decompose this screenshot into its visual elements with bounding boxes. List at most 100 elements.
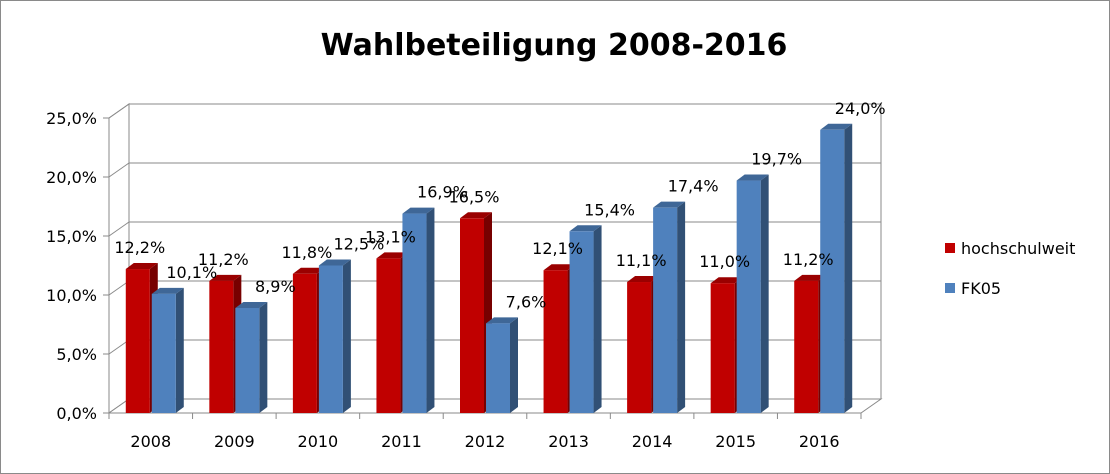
data-label-FK05-2010: 12,5% bbox=[333, 235, 384, 254]
bar-front bbox=[710, 283, 735, 413]
y-tick-label: 0,0% bbox=[56, 404, 97, 423]
bar-top bbox=[125, 263, 158, 270]
x-tick-label: 2009 bbox=[214, 432, 255, 451]
bar-FK05-2010 bbox=[318, 259, 351, 413]
x-tick-label: 2010 bbox=[298, 432, 339, 451]
bar-side bbox=[342, 259, 351, 413]
bar-top bbox=[376, 252, 409, 259]
bar-front bbox=[820, 129, 845, 414]
bar-front bbox=[125, 269, 150, 413]
data-label-hochschulweit-2009: 11,2% bbox=[198, 250, 249, 269]
bar-side bbox=[175, 287, 184, 413]
bar-side bbox=[677, 201, 686, 413]
data-labels: 12,2%10,1%11,2%8,9%11,8% 12,5%13,1%16,9%1… bbox=[114, 99, 885, 312]
data-label-FK05-2012: 7,6% bbox=[506, 292, 547, 311]
bar-top bbox=[209, 274, 242, 281]
bar-top bbox=[653, 201, 686, 208]
chart-title: Wahlbeteiligung 2008-2016 bbox=[321, 28, 788, 63]
x-tick-label: 2015 bbox=[715, 432, 756, 451]
y-tick-label: 5,0% bbox=[56, 345, 97, 364]
bar-front bbox=[460, 218, 484, 413]
gridline bbox=[108, 221, 881, 237]
legend-swatch-hochschulweit bbox=[945, 243, 955, 253]
bar-FK05-2016 bbox=[820, 123, 853, 414]
bar-front bbox=[627, 282, 652, 413]
data-label-FK05-2016: 24,0% bbox=[835, 99, 886, 118]
legend-label-FK05: FK05 bbox=[961, 279, 1001, 298]
data-label-hochschulweit-2015: 11,0% bbox=[699, 252, 750, 271]
y-tick-label: 20,0% bbox=[46, 168, 97, 187]
data-label-FK05-2015: 19,7% bbox=[751, 150, 802, 169]
bar-top bbox=[486, 317, 518, 324]
data-label-FK05-2008: 10,1% bbox=[166, 263, 217, 282]
bar-FK05-2009 bbox=[235, 301, 268, 413]
data-label-hochschulweit-2014: 11,1% bbox=[616, 251, 667, 270]
x-tick-label: 2008 bbox=[130, 432, 171, 451]
bar-side bbox=[259, 301, 268, 413]
bar-FK05-2013 bbox=[569, 225, 602, 413]
x-axis-ticks: 2008 2009 2010 2011 2012 2013 2014 2015 2016 bbox=[108, 413, 862, 451]
gridline bbox=[108, 103, 881, 119]
legend: hochschulweit FK05 bbox=[945, 239, 1075, 298]
bar-side bbox=[844, 123, 853, 414]
bar-side bbox=[593, 225, 602, 413]
data-label-hochschulweit-2008: 12,2% bbox=[114, 238, 165, 257]
bar-front bbox=[653, 207, 678, 413]
data-label-FK05-2014: 17,4% bbox=[668, 177, 719, 196]
x-tick-label: 2016 bbox=[799, 432, 840, 451]
legend-swatch-FK05 bbox=[945, 283, 955, 293]
bar-top bbox=[820, 123, 853, 130]
data-label-hochschulweit-2011: 13,1% bbox=[365, 227, 416, 246]
bar-FK05-2012 bbox=[486, 317, 518, 413]
x-tick-label: 2012 bbox=[465, 432, 506, 451]
bar-top bbox=[318, 259, 351, 266]
bar-front bbox=[569, 231, 594, 413]
data-label-FK05-2009: 8,9% bbox=[255, 277, 296, 296]
bar-top bbox=[402, 207, 435, 214]
bar-FK05-2015 bbox=[736, 174, 769, 413]
bar-front bbox=[151, 293, 176, 413]
bar-FK05-2008 bbox=[151, 287, 184, 413]
y-tick-label: 15,0% bbox=[46, 227, 97, 246]
data-label-hochschulweit-2010: 11,8% bbox=[281, 243, 332, 262]
bar-top bbox=[736, 174, 769, 181]
bar-front bbox=[543, 270, 568, 413]
bars bbox=[125, 123, 853, 414]
bar-top bbox=[543, 264, 576, 271]
bar-front bbox=[376, 258, 401, 413]
bar-front bbox=[235, 307, 260, 413]
x-tick-label: 2014 bbox=[632, 432, 673, 451]
bar-top bbox=[569, 225, 602, 232]
bar-front bbox=[736, 180, 761, 413]
bar-front bbox=[794, 280, 819, 413]
bar-front bbox=[402, 213, 427, 413]
bar-front bbox=[318, 265, 343, 413]
bar-hochschulweit-2012 bbox=[460, 212, 492, 413]
legend-label-hochschulweit: hochschulweit bbox=[961, 239, 1075, 258]
data-label-hochschulweit-2012: 16,5% bbox=[449, 187, 500, 206]
data-label-FK05-2013: 15,4% bbox=[584, 200, 635, 219]
bar-FK05-2011 bbox=[402, 207, 435, 413]
bar-top bbox=[151, 287, 184, 294]
y-axis-ticks: 0,0% 5,0% 10,0% 15,0% 20,0% 25,0% bbox=[46, 109, 110, 423]
y-tick-label: 25,0% bbox=[46, 109, 97, 128]
bar-front bbox=[486, 323, 510, 413]
bar-top bbox=[710, 277, 743, 284]
bar-top bbox=[627, 276, 660, 283]
bar-top bbox=[235, 301, 268, 308]
bar-side bbox=[760, 174, 769, 413]
bar-top bbox=[460, 212, 492, 219]
data-label-hochschulweit-2013: 12,1% bbox=[532, 239, 583, 258]
x-tick-label: 2013 bbox=[548, 432, 589, 451]
bar-top bbox=[292, 267, 325, 274]
gridline bbox=[108, 162, 881, 178]
bar-front bbox=[292, 273, 317, 413]
bar-top bbox=[794, 274, 827, 281]
bar-side bbox=[510, 317, 518, 413]
data-label-hochschulweit-2016: 11,2% bbox=[783, 250, 834, 269]
data-label-FK05-2011: 16,9% bbox=[417, 183, 468, 202]
y-tick-label: 10,0% bbox=[46, 286, 97, 305]
bar-side bbox=[426, 207, 435, 413]
